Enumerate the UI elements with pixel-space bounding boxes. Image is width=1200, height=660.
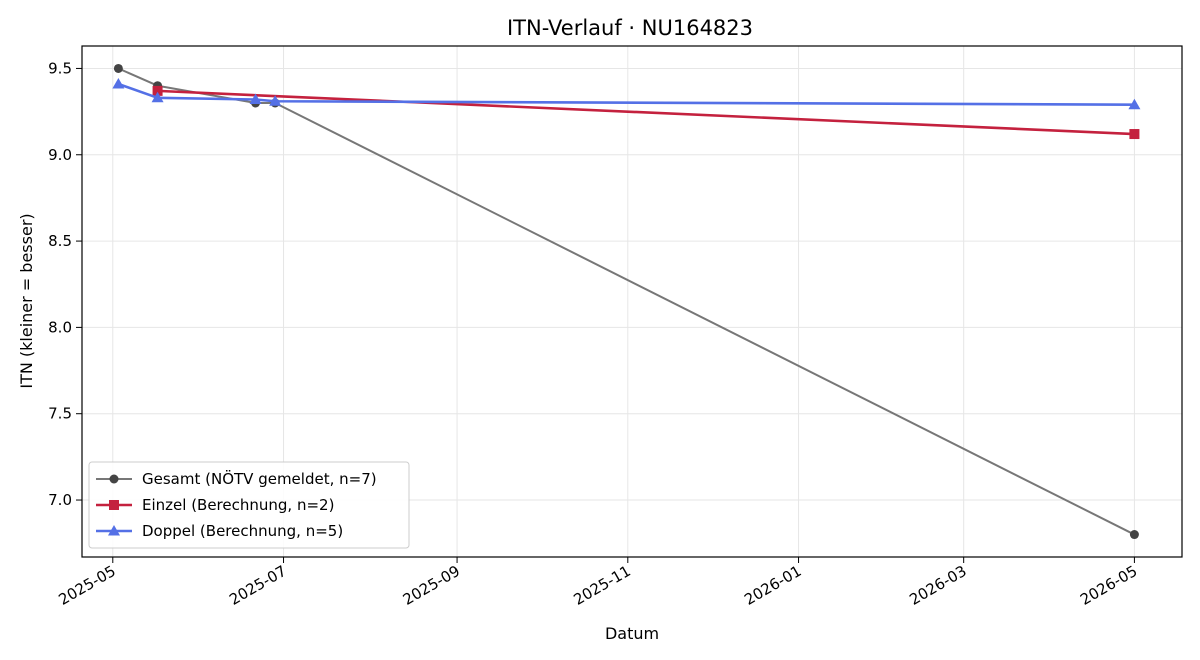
data-point [1129,129,1140,140]
legend-swatch-marker [109,474,119,484]
plot-frame [81,45,1183,558]
legend-label: Gesamt (NÖTV gemeldet, n=7) [142,469,377,488]
x-tick-label: 2025-09 [400,562,463,609]
data-point [112,77,125,89]
legend-item-2: Einzel (Berechnung, n=2) [96,496,334,514]
data-point [151,91,164,103]
chart-title: ITN-Verlauf · NU164823 [507,16,753,40]
series-3 [112,77,1141,110]
x-axis-label: Datum [605,624,659,643]
data-point [1128,98,1141,110]
legend-swatch-marker [108,525,120,536]
y-tick-label: 8.0 [48,318,72,336]
x-tick-label: 2026-05 [1077,562,1140,609]
legend-item-3: Doppel (Berechnung, n=5) [96,522,343,540]
x-axis: 2025-05 2025-07 2025-09 2025-11 2026-01 2026-… [55,557,1140,609]
x-tick-label: 2025-05 [55,562,118,609]
x-tick-label: 2025-07 [226,562,289,609]
data-point [249,93,262,105]
legend-swatch-marker [109,500,119,510]
x-tick-label: 2026-03 [906,562,969,609]
y-axis: 7.0 7.5 8.0 8.5 9.0 9.5 [48,59,82,509]
legend-item-1: Gesamt (NÖTV gemeldet, n=7) [96,469,377,488]
y-tick-label: 7.5 [48,405,72,423]
data-point [269,95,282,106]
x-tick-label: 2025-11 [571,562,634,609]
x-tick-label: 2026-01 [741,562,804,609]
y-tick-label: 7.0 [48,491,72,509]
series-layer [112,63,1141,540]
legend-box [88,461,410,549]
y-tick-label: 8.5 [48,232,72,250]
data-point [1129,530,1139,540]
y-tick-label: 9.0 [48,146,72,164]
y-tick-label: 9.5 [48,59,72,77]
grid [82,46,1182,557]
data-point [113,63,123,73]
series-line [157,89,1135,136]
legend-label: Einzel (Berechnung, n=2) [142,496,334,514]
legend: Gesamt (NÖTV gemeldet, n=7) Einzel (Berec… [88,461,410,549]
legend-label: Doppel (Berechnung, n=5) [142,522,343,540]
series-2 [152,85,1140,140]
data-point [152,85,163,96]
y-axis-label: ITN (kleiner = besser) [17,213,36,388]
series-line [117,82,1135,106]
